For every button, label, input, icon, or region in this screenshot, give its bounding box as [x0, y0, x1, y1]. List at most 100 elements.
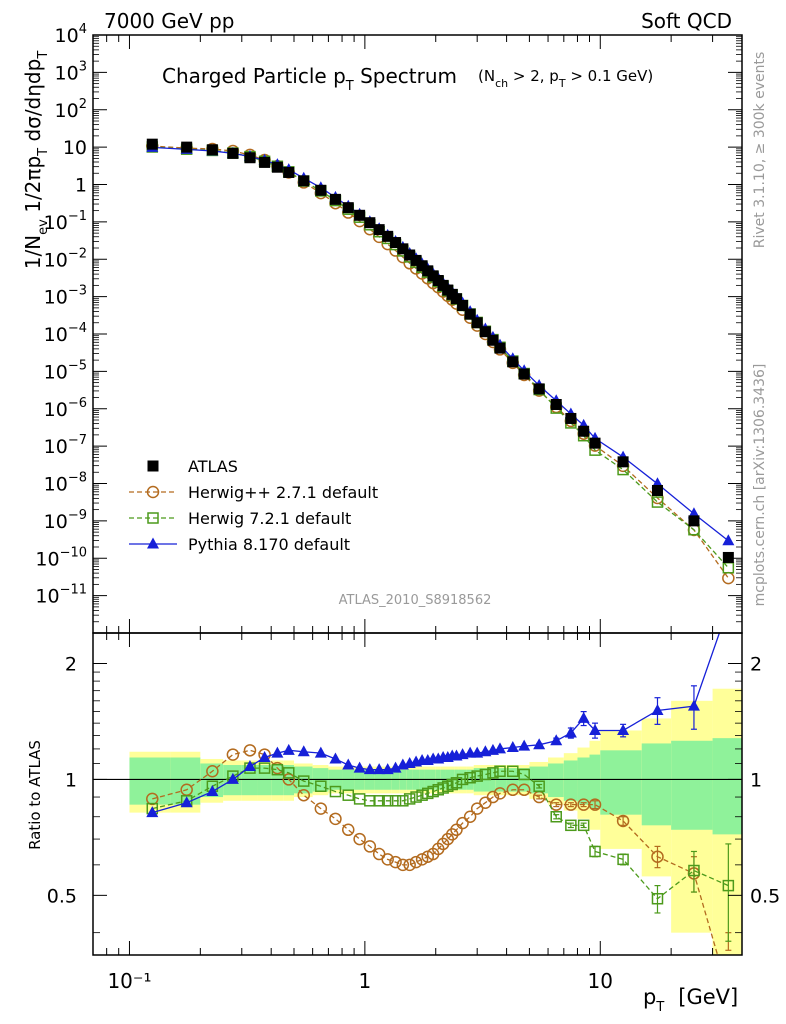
ratio-point: [479, 768, 492, 781]
title-cut-c: > 2, p: [508, 67, 559, 85]
svg-text:1/Nev 1/2πpT dσ/dηdpT: 1/Nev 1/2πpT dσ/dηdpT: [21, 51, 51, 270]
svg-text:pT[GeV]: pT [GeV]: [643, 985, 738, 1015]
band-inner: [577, 757, 590, 805]
ratio-tick-label-right: 2: [750, 653, 762, 675]
ratio-point: [381, 795, 394, 807]
legend-marker: [146, 485, 160, 499]
ratio-point: [533, 780, 545, 792]
atlas-point: [494, 342, 506, 354]
y-tick-label: 103: [55, 59, 87, 84]
band-inner: [641, 743, 672, 826]
legend-label: ATLAS: [188, 457, 238, 476]
ratio-point: [564, 798, 578, 811]
ratio-point: [410, 791, 422, 803]
legend-label: Pythia 8.170 default: [188, 535, 350, 554]
ratio-point: [415, 853, 429, 866]
ratio-point: [487, 767, 499, 779]
x-tick-label: 10: [588, 969, 613, 993]
band-inner: [563, 760, 578, 801]
ratio-point: [282, 773, 296, 786]
svg-text:Charged Particle pT Spectrum: Charged Particle pT Spectrum: [162, 64, 457, 94]
ratio-tick-label: 1: [65, 769, 77, 791]
atlas-point: [397, 243, 409, 255]
atlas-point: [382, 230, 394, 242]
atlas-point: [329, 193, 341, 205]
ratio-panel-series: [146, 601, 735, 955]
legend-item: Herwig 7.2.1 default: [129, 509, 351, 528]
atlas-point: [244, 152, 256, 164]
atlas-point: [507, 356, 519, 368]
atlas-point: [206, 144, 218, 156]
atlas-point: [298, 175, 310, 187]
atlas-point: [722, 551, 734, 563]
ratio-point: [297, 745, 310, 757]
ratio-point: [493, 787, 507, 800]
band-inner: [600, 750, 642, 815]
ratio-point: [342, 823, 355, 837]
ratio-point: [403, 858, 416, 872]
title-cut-e: > 0.1 GeV): [566, 67, 654, 85]
axis-ticks: 10⁻¹ 1 1010410310210110−110−210−310−410−51…: [35, 22, 780, 993]
rivet-label: Rivet 3.1.10, ≥ 300k events: [752, 52, 768, 249]
ratio-series-1: [146, 744, 732, 955]
legend-label: Herwig++ 2.7.1 default: [188, 483, 378, 502]
ratio-point: [486, 790, 500, 804]
ratio-point: [342, 758, 355, 770]
legend-marker: [147, 460, 159, 472]
band-inner: [589, 754, 601, 809]
atlas-point: [146, 138, 158, 150]
y-tick-label: 104: [55, 22, 87, 47]
ratio-point: [363, 840, 377, 853]
ratio-point: [403, 793, 416, 805]
title-cut-d: T: [558, 77, 566, 90]
ratio-point: [146, 806, 159, 818]
y-tick-label: 10−7: [44, 433, 87, 458]
atlas-point: [416, 260, 428, 272]
ratio-frame: [92, 632, 743, 956]
atlas-point: [259, 156, 271, 168]
ratio-point: [373, 763, 386, 775]
ratio-point: [550, 810, 562, 823]
ratio-point: [722, 601, 734, 612]
title-cut-a: (N: [478, 67, 495, 85]
atlas-point: [373, 224, 385, 236]
ratio-point: [517, 783, 531, 797]
ratio-point: [206, 765, 219, 778]
ratio-point: [588, 798, 602, 811]
y-tick-label: 10−1: [44, 209, 87, 234]
ratio-point: [243, 760, 256, 772]
ratio-point: [518, 768, 530, 781]
atlas-point: [354, 209, 366, 221]
ratio-point: [688, 864, 700, 877]
ratio-point: [315, 780, 327, 792]
header-right: Soft QCD: [641, 9, 732, 33]
ratio-point: [353, 761, 366, 773]
y-tick-label: 10−11: [35, 583, 87, 608]
x-tick-label: 10⁻¹: [107, 969, 151, 993]
ratio-point: [493, 742, 506, 754]
band-inner: [712, 738, 742, 835]
ratio-point: [258, 762, 271, 774]
main-point: [722, 571, 735, 585]
ratio-point: [271, 763, 284, 776]
ratio-point: [353, 832, 366, 846]
ratio-point: [456, 773, 469, 786]
ratio-point: [651, 703, 664, 715]
y-axis-label-main: 1/Nev 1/2πpT dσ/dηdpT: [21, 51, 51, 270]
ratio-point: [258, 751, 271, 763]
atlas-point: [364, 217, 376, 229]
ratio-point: [396, 858, 410, 872]
legend-item: Herwig++ 2.7.1 default: [129, 483, 378, 502]
atlas-point: [479, 326, 491, 338]
atlas-point: [688, 515, 700, 527]
ratio-point: [456, 816, 469, 830]
main-line: [152, 146, 729, 569]
header-left: 7000 GeV pp: [104, 9, 235, 33]
ratio-point: [206, 785, 219, 797]
legend-label: Herwig 7.2.1 default: [188, 509, 351, 528]
ratio-point: [506, 741, 519, 753]
ratio-uncertainty-bands: [129, 688, 742, 955]
analysis-tag: ATLAS_2010_S8918562: [339, 593, 492, 608]
ratio-point: [389, 795, 402, 807]
band-inner: [671, 740, 713, 830]
